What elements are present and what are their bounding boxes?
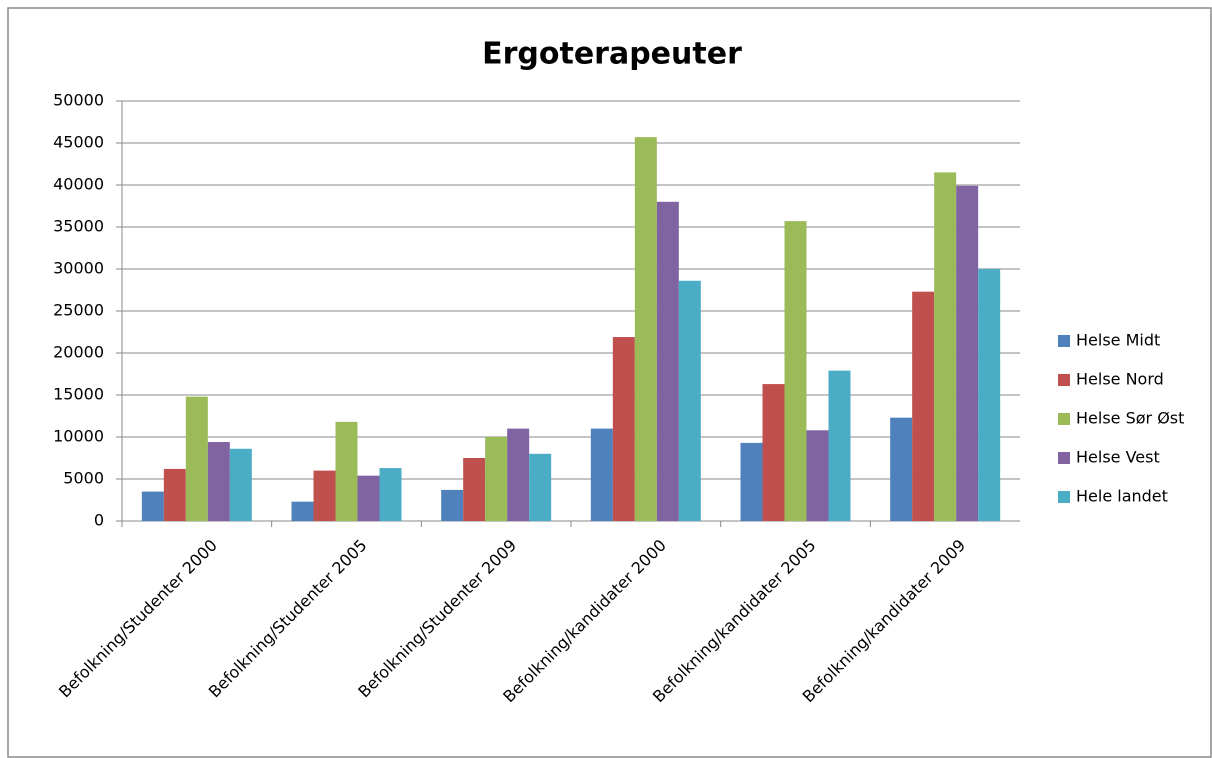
y-tick-label: 30000: [53, 259, 104, 278]
bar: [229, 448, 252, 521]
y-tick-label: 40000: [53, 175, 104, 194]
bar: [978, 269, 1001, 521]
y-tick-label: 5000: [63, 469, 104, 488]
bar: [291, 501, 314, 521]
bar: [529, 453, 552, 521]
bar: [740, 442, 763, 521]
y-tick-label: 0: [94, 511, 104, 530]
bar: [141, 491, 164, 521]
bar: [934, 172, 957, 521]
bar: [762, 384, 785, 521]
y-tick-label: 10000: [53, 427, 104, 446]
bar: [828, 370, 851, 521]
bar: [207, 442, 230, 521]
bar: [463, 458, 486, 521]
bar: [784, 221, 807, 521]
bar: [656, 201, 679, 522]
chart-frame: [7, 7, 1212, 758]
legend-label: Hele landet: [1076, 487, 1168, 506]
bar: [379, 468, 402, 521]
legend-label: Helse Vest: [1076, 448, 1160, 467]
chart-title: Ergoterapeuter: [482, 37, 742, 72]
y-tick-label: 15000: [53, 385, 104, 404]
bar: [357, 475, 380, 521]
legend-label: Helse Nord: [1076, 370, 1164, 389]
bar: [163, 468, 186, 521]
bar: [612, 337, 635, 521]
legend-swatch: [1058, 335, 1070, 347]
legend-swatch: [1058, 413, 1070, 425]
bar: [485, 437, 508, 521]
legend-label: Helse Sør Øst: [1076, 409, 1184, 428]
legend-label: Helse Midt: [1076, 331, 1160, 350]
bar: [590, 428, 613, 521]
bar: [185, 396, 208, 521]
bar: [441, 489, 464, 521]
y-tick-label: 20000: [53, 343, 104, 362]
bar: [313, 470, 336, 521]
legend-swatch: [1058, 491, 1070, 503]
bar: [507, 428, 530, 521]
y-tick-label: 50000: [53, 91, 104, 110]
bar: [678, 280, 701, 521]
bar: [335, 421, 358, 521]
legend-swatch: [1058, 452, 1070, 464]
y-tick-label: 35000: [53, 217, 104, 236]
bar: [634, 137, 657, 521]
y-tick-label: 25000: [53, 301, 104, 320]
legend-swatch: [1058, 374, 1070, 386]
y-tick-label: 45000: [53, 133, 104, 152]
bar: [956, 185, 979, 521]
bar: [890, 417, 913, 521]
bar: [806, 430, 829, 521]
bar: [912, 291, 935, 521]
